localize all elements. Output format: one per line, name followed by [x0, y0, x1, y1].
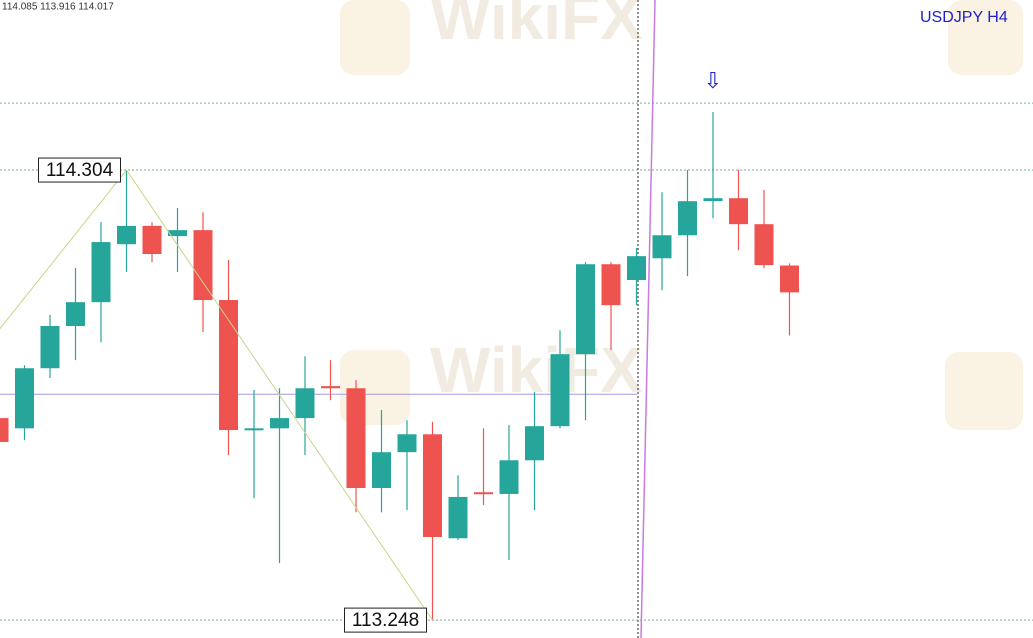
candle-body — [652, 235, 672, 259]
candle-body — [346, 388, 366, 488]
watermark-logo — [340, 0, 410, 75]
ohlc-info: 114.085 113.916 114.017 — [2, 2, 114, 13]
candle-body — [499, 460, 519, 494]
candle-body — [193, 230, 213, 301]
candle-body — [372, 452, 391, 488]
candle-body — [729, 198, 748, 225]
candle-body — [397, 434, 417, 453]
zigzag-line — [0, 169, 433, 621]
candle-body — [295, 388, 315, 419]
candle-body — [576, 264, 595, 355]
candle-body — [423, 434, 442, 537]
watermark: WikiFX — [430, 0, 643, 53]
chart-title: USDJPY H4 — [920, 9, 1008, 26]
candle-body — [91, 242, 111, 303]
watermark-logo — [945, 352, 1023, 430]
candle-body — [142, 225, 162, 255]
candle-body — [244, 428, 264, 431]
candle-body — [754, 224, 774, 266]
candle-body — [703, 198, 723, 202]
watermarks: WikiFX WikiFX — [340, 0, 1023, 430]
candle-body — [601, 264, 621, 306]
candle-body — [448, 496, 468, 539]
price-label-box — [344, 607, 427, 633]
candle-body — [117, 225, 136, 245]
candle-body — [66, 302, 85, 327]
candle-body — [219, 300, 238, 431]
watermark-logo — [948, 0, 1023, 75]
candle-body — [40, 326, 60, 369]
candle-body — [678, 201, 697, 236]
candle-body — [474, 492, 493, 495]
price-label-box — [38, 157, 121, 183]
candle-body — [270, 418, 289, 429]
candle-body — [780, 265, 799, 293]
candle-body — [525, 426, 544, 461]
arrow-annotation: ⇩ — [704, 69, 722, 94]
candle-body — [168, 230, 187, 237]
candle-body — [627, 256, 646, 281]
candle-body — [15, 368, 34, 429]
vertical-trend-line — [640, 0, 656, 638]
candle-body — [550, 354, 570, 427]
price-label: 113.248 — [352, 610, 419, 631]
price-label: 114.304 — [46, 160, 114, 181]
candle-body — [321, 386, 340, 389]
candle-body — [0, 418, 9, 442]
